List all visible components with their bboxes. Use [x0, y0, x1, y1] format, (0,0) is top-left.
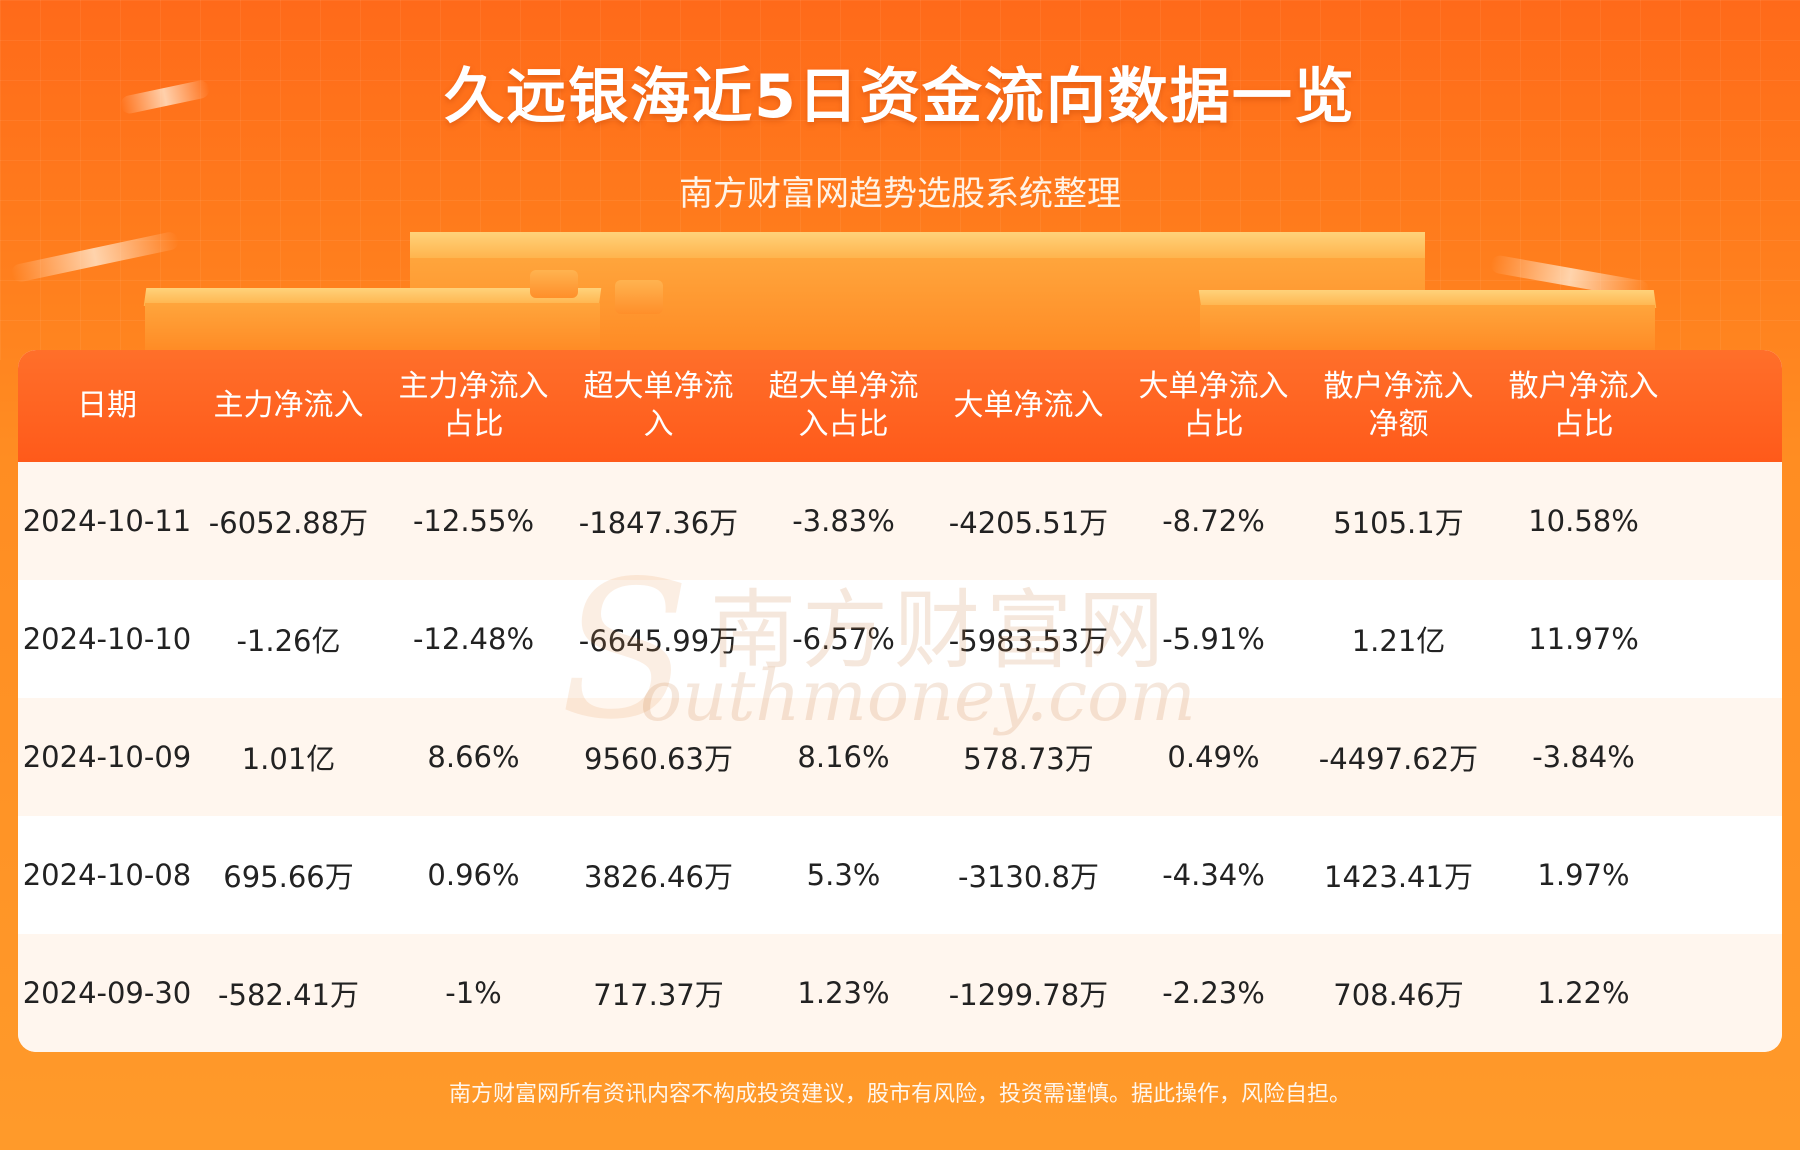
cell-large-ratio: -4.34% [1162, 858, 1265, 892]
fund-flow-table: 日期 主力净流入 主力净流入 占比 超大单净流 入 超大单净流 入占比 大单净流… [18, 350, 1782, 1052]
cell-large-inflow: -5983.53万 [948, 624, 1109, 658]
cell-super-large-inflow: 3826.46万 [584, 860, 733, 894]
cell-main-inflow: 695.66万 [223, 860, 354, 894]
cell-super-large-inflow: -6645.99万 [578, 624, 739, 658]
cell-date: 2024-10-11 [22, 504, 192, 538]
table-row: 2024-10-09 1.01亿 8.66% 9560.63万 8.16% 578.73万… [18, 698, 1782, 816]
cell-super-large-inflow: 717.37万 [593, 978, 724, 1012]
cell-main-inflow: 1.01亿 [241, 742, 336, 776]
cell-main-inflow: -6052.88万 [208, 506, 369, 540]
cell-retail-net: 1.21亿 [1351, 624, 1446, 658]
table-header: 日期 主力净流入 主力净流入 占比 超大单净流 入 超大单净流 入占比 大单净流… [18, 350, 1782, 462]
column-header-main-inflow: 主力净流入 [213, 388, 364, 423]
cell-super-large-ratio: -3.83% [792, 504, 895, 538]
cell-main-ratio: -12.48% [412, 622, 535, 656]
cell-large-inflow: 578.73万 [963, 742, 1094, 776]
cell-retail-net: 1423.41万 [1324, 860, 1473, 894]
cell-large-ratio: 0.49% [1167, 740, 1260, 774]
cell-main-inflow: -1.26亿 [236, 624, 341, 658]
cell-retail-net: -4497.62万 [1318, 742, 1479, 776]
cell-super-large-ratio: 1.23% [797, 976, 890, 1010]
cell-super-large-ratio: -6.57% [792, 622, 895, 656]
table-row: 2024-10-10 -1.26亿 -12.48% -6645.99万 -6.57% -5… [18, 580, 1782, 698]
platform-right-front [1200, 305, 1655, 353]
column-header-date: 日期 [77, 388, 137, 423]
table-row: 2024-10-11 -6052.88万 -12.55% -1847.36万 -3.83… [18, 462, 1782, 580]
cell-super-large-ratio: 5.3% [806, 858, 881, 892]
cell-retail-ratio: 1.22% [1537, 976, 1630, 1010]
cell-super-large-inflow: 9560.63万 [584, 742, 733, 776]
column-header-large-inflow: 大单净流入 [953, 388, 1104, 423]
column-header-main-ratio: 主力净流入 占比 [398, 369, 549, 442]
platform-left-front [145, 303, 600, 353]
cell-large-ratio: -2.23% [1162, 976, 1265, 1010]
cell-large-inflow: -1299.78万 [948, 978, 1109, 1012]
column-header-retail-net: 散户净流入 净额 [1323, 369, 1474, 442]
cell-date: 2024-09-30 [22, 976, 192, 1010]
column-header-super-large-inflow: 超大单净流 入 [583, 369, 734, 442]
cell-date: 2024-10-09 [22, 740, 192, 774]
decorative-cube-1 [530, 270, 578, 298]
platform-center-top [410, 232, 1425, 260]
column-header-retail-ratio: 散户净流入 占比 [1508, 369, 1659, 442]
cell-date: 2024-10-08 [22, 858, 192, 892]
page-subtitle: 南方财富网趋势选股系统整理 [679, 174, 1121, 214]
cell-super-large-ratio: 8.16% [797, 740, 890, 774]
cell-main-ratio: -1% [445, 976, 502, 1010]
decorative-cube-2 [615, 280, 663, 314]
cell-retail-net: 708.46万 [1333, 978, 1464, 1012]
page-title: 久远银海近5日资金流向数据一览 [444, 62, 1356, 132]
cell-main-ratio: 0.96% [427, 858, 520, 892]
cell-large-inflow: -3130.8万 [958, 860, 1099, 894]
column-header-super-large-ratio: 超大单净流 入占比 [768, 369, 919, 442]
disclaimer-footer: 南方财富网所有资讯内容不构成投资建议，股市有风险，投资需谨慎。据此操作，风险自担… [448, 1082, 1351, 1107]
column-header-large-ratio: 大单净流入 占比 [1138, 369, 1289, 442]
cell-large-ratio: -5.91% [1162, 622, 1265, 656]
cell-main-ratio: 8.66% [427, 740, 520, 774]
cell-large-inflow: -4205.51万 [948, 506, 1109, 540]
cell-retail-ratio: 1.97% [1537, 858, 1630, 892]
cell-super-large-inflow: -1847.36万 [578, 506, 739, 540]
cell-retail-ratio: 10.58% [1528, 504, 1639, 538]
cell-main-inflow: -582.41万 [218, 978, 359, 1012]
cell-retail-ratio: -3.84% [1532, 740, 1635, 774]
table-row: 2024-10-08 695.66万 0.96% 3826.46万 5.3% -3130.… [18, 816, 1782, 934]
table-row: 2024-09-30 -582.41万 -1% 717.37万 1.23% -1299.7… [18, 934, 1782, 1052]
cell-date: 2024-10-10 [22, 622, 192, 656]
cell-retail-ratio: 11.97% [1528, 622, 1639, 656]
cell-main-ratio: -12.55% [412, 504, 535, 538]
cell-large-ratio: -8.72% [1162, 504, 1265, 538]
cell-retail-net: 5105.1万 [1333, 506, 1464, 540]
